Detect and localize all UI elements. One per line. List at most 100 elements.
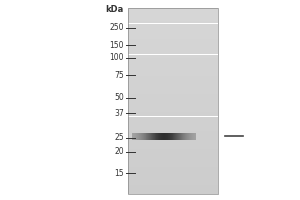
Bar [128,165,218,166]
Bar [128,48,218,49]
Bar [128,66,218,67]
Bar [128,98,218,99]
Bar [128,107,218,108]
Bar [128,85,218,86]
Bar [128,91,218,92]
Bar [133,132,134,140]
Bar [128,92,218,93]
Bar [128,101,218,102]
Bar [128,119,218,120]
Bar [128,36,218,37]
Bar [128,47,218,48]
Bar [128,82,218,83]
Bar [128,176,218,177]
Bar [169,132,170,140]
Bar [148,132,149,140]
Text: 75: 75 [114,71,124,79]
Bar [128,62,218,63]
Bar [137,132,138,140]
Bar [128,109,218,110]
Bar [128,103,218,104]
Bar [128,42,218,43]
Bar [128,121,218,122]
Bar [128,168,218,169]
Bar [128,78,218,79]
Bar [128,131,218,132]
Bar [164,132,165,140]
Bar [163,132,164,140]
Bar [175,132,176,140]
Bar [128,57,218,58]
Bar [128,51,218,52]
Bar [128,99,218,100]
Bar [153,132,154,140]
Bar [142,132,143,140]
Bar [156,132,157,140]
Bar [128,158,218,159]
Bar [128,44,218,45]
Bar [128,174,218,175]
Bar [162,132,163,140]
Bar [128,114,218,115]
Bar [136,132,137,140]
Bar [135,132,136,140]
Bar [128,133,218,134]
Bar [128,45,218,46]
Bar [128,21,218,22]
Bar [128,156,218,157]
Bar [157,132,158,140]
Bar [139,132,140,140]
Bar [134,132,135,140]
Bar [128,153,218,154]
Bar [181,132,182,140]
Bar [172,132,173,140]
Bar [128,58,218,59]
Bar [128,139,218,140]
Bar [186,132,187,140]
Bar [173,132,174,140]
Bar [128,127,218,128]
Bar [128,37,218,38]
Bar [128,49,218,50]
Bar [128,14,218,15]
Bar [128,12,218,13]
Bar [128,132,218,133]
Bar [167,132,168,140]
Bar [128,183,218,184]
Bar [128,72,218,73]
Bar [128,46,218,47]
Bar [128,104,218,105]
Bar [128,112,218,113]
Bar [128,141,218,142]
Bar [185,132,186,140]
Bar [128,32,218,33]
Bar [128,148,218,149]
Bar [128,144,218,145]
Bar [168,132,169,140]
Bar [128,68,218,69]
Bar [170,132,171,140]
Bar [128,27,218,28]
Bar [128,55,218,56]
Bar [128,159,218,160]
Bar [128,43,218,44]
Bar [160,132,161,140]
Bar [144,132,145,140]
Bar [152,132,153,140]
Bar [169,132,170,140]
Bar [128,185,218,186]
Bar [128,150,218,151]
Bar [128,30,218,31]
Bar [128,147,218,148]
Bar [128,151,218,152]
Bar [128,189,218,190]
Bar [128,22,218,23]
Bar [128,80,218,81]
Text: 20: 20 [114,148,124,156]
Bar [128,39,218,40]
Text: 250: 250 [110,23,124,32]
Bar [128,90,218,91]
Bar [128,15,218,16]
Bar [189,132,190,140]
Bar [154,132,155,140]
